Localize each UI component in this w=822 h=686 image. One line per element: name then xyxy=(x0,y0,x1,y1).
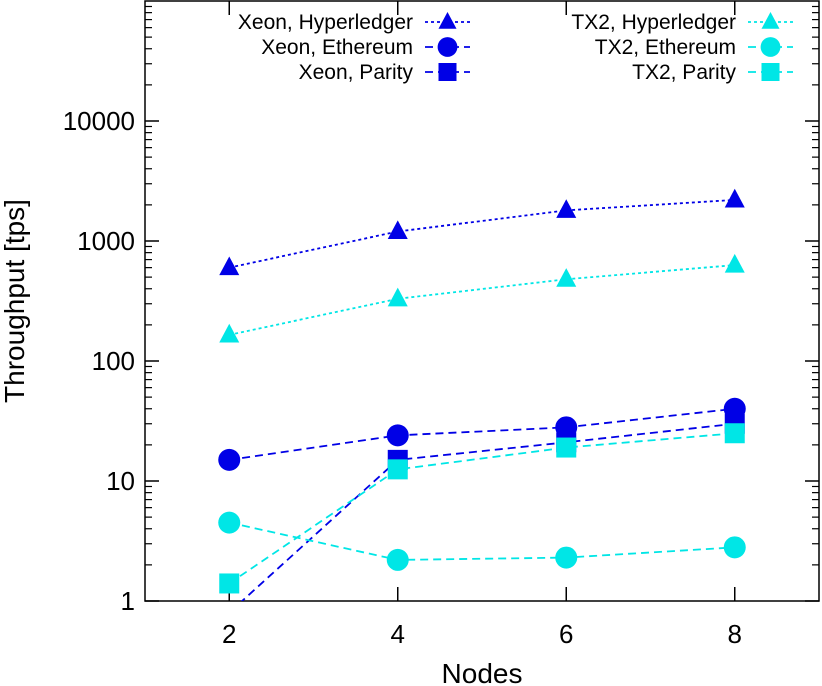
x-tick-label: 6 xyxy=(559,619,573,649)
series-lines xyxy=(218,188,746,601)
data-point-triangle xyxy=(724,253,745,273)
y-axis-title: Throughput [tps] xyxy=(0,199,30,403)
legend-item-1: Xeon, Ethereum xyxy=(261,36,470,59)
legend-marker-circle xyxy=(437,37,458,57)
legend-marker-triangle xyxy=(761,11,780,29)
data-point-circle xyxy=(218,511,241,534)
series-5 xyxy=(219,423,745,594)
legend-label: TX2, Parity xyxy=(632,61,736,84)
legend-marker-triangle xyxy=(438,11,457,29)
data-point-square xyxy=(556,437,577,458)
data-point-square xyxy=(219,573,240,594)
series-line xyxy=(229,407,735,461)
data-point-circle xyxy=(218,448,241,471)
legend-item-2: Xeon, Parity xyxy=(299,61,470,84)
series-2 xyxy=(240,413,745,601)
series-0 xyxy=(219,188,745,276)
legend-item-0: Xeon, Hyperledger xyxy=(238,11,470,34)
legend-label: Xeon, Hyperledger xyxy=(238,11,413,34)
legend-marker-circle xyxy=(760,37,781,57)
series-line xyxy=(229,264,735,336)
data-point-circle xyxy=(555,546,578,569)
legend-label: TX2, Ethereum xyxy=(595,36,736,59)
data-point-circle xyxy=(386,548,409,571)
data-point-triangle xyxy=(556,268,577,287)
y-tick-label: 10000 xyxy=(63,106,135,136)
data-point-triangle xyxy=(387,220,408,240)
x-axis: 2 4 6 8 xyxy=(222,1,742,649)
data-point-square xyxy=(387,459,408,480)
data-point-circle xyxy=(386,424,409,447)
series-line xyxy=(229,199,735,269)
legend-marker-square xyxy=(761,63,780,81)
legend-item-4: TX2, Ethereum xyxy=(595,36,793,59)
legend-item-3: TX2, Hyperledger xyxy=(571,11,793,34)
y-axis: 1 10 100 1000 10000 xyxy=(63,5,819,616)
data-point-triangle xyxy=(387,287,408,307)
legend-item-5: TX2, Parity xyxy=(632,61,793,84)
data-point-triangle xyxy=(724,188,745,208)
x-tick-label: 2 xyxy=(222,619,236,649)
plot-frame xyxy=(144,0,820,602)
series-line xyxy=(228,432,735,585)
series-line xyxy=(229,521,735,561)
data-point-triangle xyxy=(219,323,240,343)
data-point-triangle xyxy=(556,199,577,218)
data-point-circle xyxy=(723,536,746,559)
x-tick-label: 8 xyxy=(728,619,742,649)
x-axis-title: Nodes xyxy=(442,658,523,686)
series-3 xyxy=(219,253,745,343)
legend-marker-square xyxy=(438,63,457,81)
y-tick-label: 100 xyxy=(92,346,135,376)
legend-label: Xeon, Ethereum xyxy=(261,36,413,59)
y-tick-label: 1 xyxy=(121,586,135,616)
y-tick-label: 1000 xyxy=(77,226,135,256)
y-tick-label: 10 xyxy=(106,466,135,496)
legend-label: TX2, Hyperledger xyxy=(571,11,736,34)
x-tick-label: 4 xyxy=(391,619,405,649)
series-1 xyxy=(218,397,746,471)
data-point-triangle xyxy=(219,256,240,276)
series-line xyxy=(240,422,735,601)
series-4 xyxy=(218,511,746,571)
legend-label: Xeon, Parity xyxy=(299,61,414,84)
data-point-square xyxy=(724,423,745,444)
